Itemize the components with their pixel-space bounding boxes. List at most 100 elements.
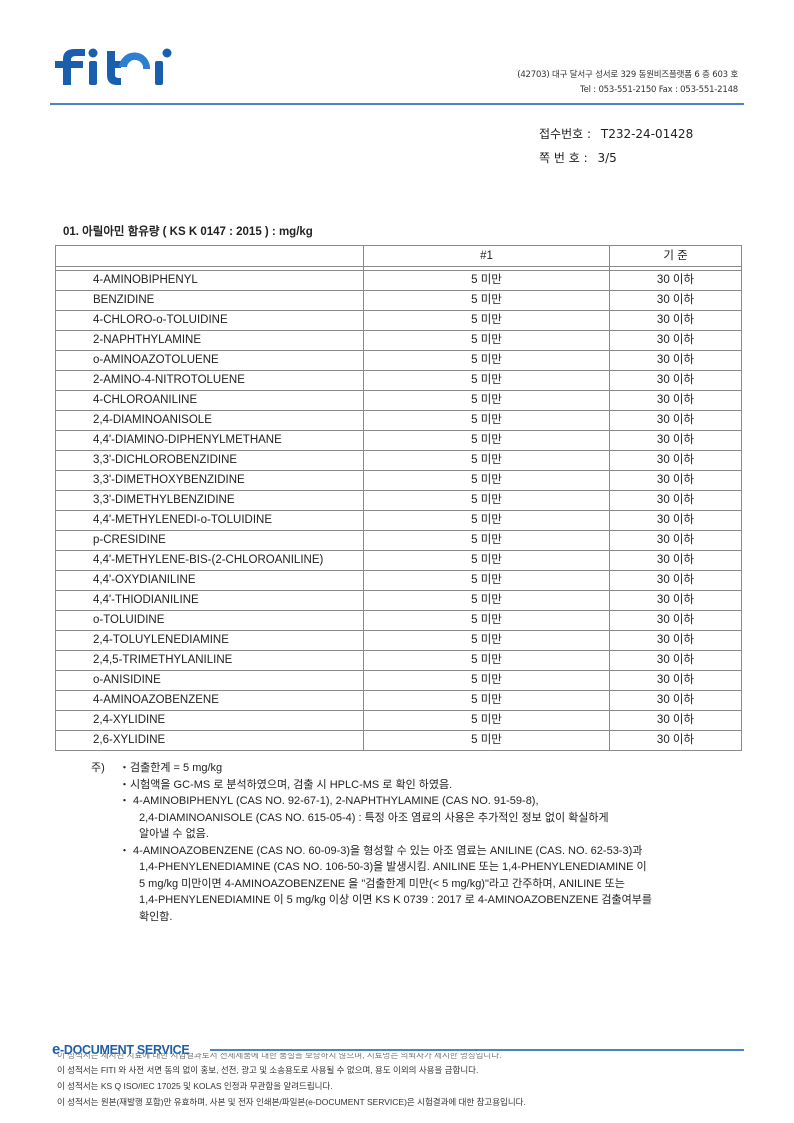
standard-limit: 30 이하 [609, 450, 742, 471]
substance-name: 4,4'-DIAMINO-DIPHENYLMETHANE [55, 430, 364, 451]
receipt-number: 접수번호 : T232-24-01428 [539, 125, 693, 142]
sample-result: 5 미만 [363, 690, 610, 711]
table-row: 3,3'-DIMETHOXYBENZIDINE 5 미만 30 이하 [55, 470, 742, 491]
substance-name: 2,4-DIAMINOANISOLE [55, 410, 364, 431]
substance-name: 3,3'-DIMETHOXYBENZIDINE [55, 470, 364, 491]
standard-limit: 30 이하 [609, 690, 742, 711]
header-cell-sample: #1 [363, 245, 610, 267]
substance-name: o-TOLUIDINE [55, 610, 364, 631]
table-row: 4,4'-OXYDIANILINE 5 미만 30 이하 [55, 570, 742, 591]
page-number: 쪽 번 호 : 3/5 [539, 149, 617, 166]
substance-name: 4-CHLOROANILINE [55, 390, 364, 411]
substance-name: 4,4'-METHYLENEDI-o-TOLUIDINE [55, 510, 364, 531]
standard-limit: 30 이하 [609, 330, 742, 351]
sample-result: 5 미만 [363, 370, 610, 391]
standard-limit: 30 이하 [609, 470, 742, 491]
table-row: 2,4-DIAMINOANISOLE 5 미만 30 이하 [55, 410, 742, 431]
sample-result: 5 미만 [363, 550, 610, 571]
sample-result: 5 미만 [363, 610, 610, 631]
page-number-label: 쪽 번 호 : [539, 151, 588, 165]
standard-limit: 30 이하 [609, 650, 742, 671]
standard-limit: 30 이하 [609, 710, 742, 731]
sample-result: 5 미만 [363, 650, 610, 671]
standard-limit: 30 이하 [609, 730, 742, 751]
note-line: ・ 4-AMINOAZOBENZENE (CAS NO. 60-09-3)을 형… [119, 844, 643, 857]
substance-name: 4-CHLORO-o-TOLUIDINE [55, 310, 364, 331]
table-row: 4-AMINOAZOBENZENE 5 미만 30 이하 [55, 690, 742, 711]
note-line: 2,4-DIAMINOANISOLE (CAS NO. 615-05-4) : … [139, 811, 609, 824]
sample-result: 5 미만 [363, 730, 610, 751]
sample-result: 5 미만 [363, 530, 610, 551]
substance-name: 2,6-XYLIDINE [55, 730, 364, 751]
substance-name: BENZIDINE [55, 290, 364, 311]
standard-limit: 30 이하 [609, 590, 742, 611]
substance-name: o-ANISIDINE [55, 670, 364, 691]
table-row: 2,4,5-TRIMETHYLANILINE 5 미만 30 이하 [55, 650, 742, 671]
footer-divider [210, 1049, 744, 1051]
standard-limit: 30 이하 [609, 570, 742, 591]
header-divider [50, 103, 744, 105]
standard-limit: 30 이하 [609, 410, 742, 431]
sample-result: 5 미만 [363, 330, 610, 351]
substance-name: 2,4-XYLIDINE [55, 710, 364, 731]
substance-name: 4,4'-METHYLENE-BIS-(2-CHLOROANILINE) [55, 550, 364, 571]
substance-name: 3,3'-DIMETHYLBENZIDINE [55, 490, 364, 511]
table-row: 4,4'-DIAMINO-DIPHENYLMETHANE 5 미만 30 이하 [55, 430, 742, 451]
substance-name: 2-AMINO-4-NITROTOLUENE [55, 370, 364, 391]
substance-name: p-CRESIDINE [55, 530, 364, 551]
table-row: 4,4'-METHYLENEDI-o-TOLUIDINE 5 미만 30 이하 [55, 510, 742, 531]
note-line: 5 mg/kg 미만이면 4-AMINOAZOBENZENE 을 "검출한계 미… [139, 877, 625, 890]
sample-result: 5 미만 [363, 450, 610, 471]
footer-line: 이 성적서는 KS Q ISO/IEC 17025 및 KOLAS 인정과 무관… [57, 1081, 333, 1091]
substance-name: o-AMINOAZOTOLUENE [55, 350, 364, 371]
table-row: 4-CHLOROANILINE 5 미만 30 이하 [55, 390, 742, 411]
standard-limit: 30 이하 [609, 370, 742, 391]
table-row: 2,4-TOLUYLENEDIAMINE 5 미만 30 이하 [55, 630, 742, 651]
sample-result: 5 미만 [363, 670, 610, 691]
table-row: 2-AMINO-4-NITROTOLUENE 5 미만 30 이하 [55, 370, 742, 391]
fiti-logo [55, 48, 172, 85]
note-line: 1,4-PHENYLENEDIAMINE (CAS NO. 106-50-3)을… [139, 861, 647, 873]
note-line: 알아낼 수 없음. [139, 828, 209, 840]
receipt-number-label: 접수번호 : [539, 127, 592, 141]
sample-result: 5 미만 [363, 630, 610, 651]
standard-limit: 30 이하 [609, 310, 742, 331]
page-number-value: 3/5 [597, 151, 617, 165]
table-row: 4,4'-METHYLENE-BIS-(2-CHLOROANILINE) 5 미만… [55, 550, 742, 571]
company-contact: Tel : 053-551-2150 Fax : 053-551-2148 [580, 85, 738, 95]
sample-result: 5 미만 [363, 270, 610, 291]
table-header-row: #1 기 준 [55, 245, 742, 267]
table-row: 2-NAPHTHYLAMINE 5 미만 30 이하 [55, 330, 742, 351]
table-row: 3,3'-DIMETHYLBENZIDINE 5 미만 30 이하 [55, 490, 742, 511]
table-row: 4-AMINOBIPHENYL 5 미만 30 이하 [55, 270, 742, 291]
table-row: o-TOLUIDINE 5 미만 30 이하 [55, 610, 742, 631]
substance-name: 2-NAPHTHYLAMINE [55, 330, 364, 351]
standard-limit: 30 이하 [609, 290, 742, 311]
standard-limit: 30 이하 [609, 490, 742, 511]
results-table: #1 기 준 4-AMINOBIPHENYL 5 미만 30 이하 BENZIDINE… [55, 245, 742, 751]
table-row: o-AMINOAZOTOLUENE 5 미만 30 이하 [55, 350, 742, 371]
substance-name: 3,3'-DICHLOROBENZIDINE [55, 450, 364, 471]
sample-result: 5 미만 [363, 570, 610, 591]
sample-result: 5 미만 [363, 590, 610, 611]
notes: 주) ・검출한계 = 5 mg/kg ・시험액을 GC-MS 로 분석하였으며,… [91, 760, 652, 925]
standard-limit: 30 이하 [609, 670, 742, 691]
header-cell-item [55, 245, 364, 267]
note-line: ・ 4-AMINOBIPHENYL (CAS NO. 92-67-1), 2-N… [119, 795, 539, 807]
note-line: ・시험액을 GC-MS 로 분석하였으며, 검출 시 HPLC-MS 로 확인 … [119, 778, 453, 791]
header-cell-standard: 기 준 [609, 245, 742, 267]
standard-limit: 30 이하 [609, 390, 742, 411]
sample-result: 5 미만 [363, 290, 610, 311]
standard-limit: 30 이하 [609, 630, 742, 651]
section-title: 01. 아릴아민 함유량 ( KS K 0147 : 2015 ) : mg/k… [63, 226, 313, 238]
table-row: BENZIDINE 5 미만 30 이하 [55, 290, 742, 311]
substance-name: 4,4'-OXYDIANILINE [55, 570, 364, 591]
standard-limit: 30 이하 [609, 610, 742, 631]
substance-name: 2,4-TOLUYLENEDIAMINE [55, 630, 364, 651]
table-row: 4-CHLORO-o-TOLUIDINE 5 미만 30 이하 [55, 310, 742, 331]
sample-result: 5 미만 [363, 310, 610, 331]
note-line: 1,4-PHENYLENEDIAMINE 이 5 mg/kg 이상 이면 KS … [139, 894, 652, 906]
standard-limit: 30 이하 [609, 270, 742, 291]
sample-result: 5 미만 [363, 390, 610, 411]
standard-limit: 30 이하 [609, 510, 742, 531]
